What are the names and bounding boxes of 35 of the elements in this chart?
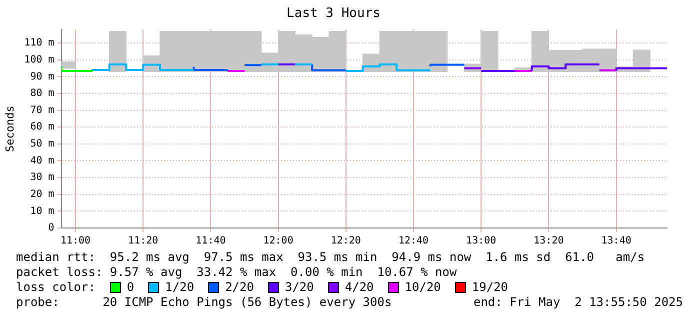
y-tick-label: 30 m xyxy=(30,172,54,184)
x-tick-label: 12:20 xyxy=(330,236,361,247)
text: packet loss: 9.57 % avg 33.42 % max 0.00 % min 10.67 % now xyxy=(16,265,458,280)
legend-label: 4/20 xyxy=(344,280,374,295)
legend-label: 1/20 xyxy=(165,280,194,295)
text: end: Fri May 2 13:55:50 2025 xyxy=(473,295,683,310)
legend-label: 3/20 xyxy=(284,280,314,295)
y-tick-label: 40 m xyxy=(30,155,54,166)
y-tick-label: 20 m xyxy=(30,188,54,200)
legend-label: 10/20 xyxy=(404,280,441,295)
chart-title: Last 3 Hours xyxy=(286,6,380,22)
y-tick-label: 60 m xyxy=(30,122,54,133)
legend-label: 19/20 xyxy=(472,280,508,295)
x-tick-label: 11:20 xyxy=(128,236,158,247)
y-tick-label: 70 m xyxy=(30,104,54,116)
x-tick-label: 13:20 xyxy=(534,236,564,247)
y-tick-label: 110 m xyxy=(24,38,54,49)
y-tick-label: 10 m xyxy=(30,206,54,217)
y-tick-label: 100 m xyxy=(24,54,54,66)
legend-title: loss color: xyxy=(16,280,96,295)
text: probe: 20 ICMP Echo Pings (56 Bytes) every 300s xyxy=(16,295,392,310)
x-tick-label: 13:00 xyxy=(466,236,496,247)
x-tick-label: 12:40 xyxy=(398,236,429,247)
x-tick-label: 11:40 xyxy=(196,236,226,247)
x-tick-label: 11:00 xyxy=(60,236,91,247)
y-tick-label: 80 m xyxy=(30,88,54,100)
legend-label: 2/20 xyxy=(225,280,254,295)
text: median rtt: 95.2 ms avg 97.5 ms max 93.5 ms min 94.9 ms now 1.6 ms sd 61.0 am/s xyxy=(16,250,646,265)
y-tick-label: 0 xyxy=(48,222,54,234)
y-tick-label: 90 m xyxy=(30,71,54,82)
x-tick-label: 12:00 xyxy=(263,236,294,247)
y-axis-title: Seconds xyxy=(3,106,16,152)
y-tick-label: 50 m xyxy=(30,138,54,150)
legend-label: 0 xyxy=(126,280,134,295)
x-tick-label: 13:40 xyxy=(601,236,632,247)
